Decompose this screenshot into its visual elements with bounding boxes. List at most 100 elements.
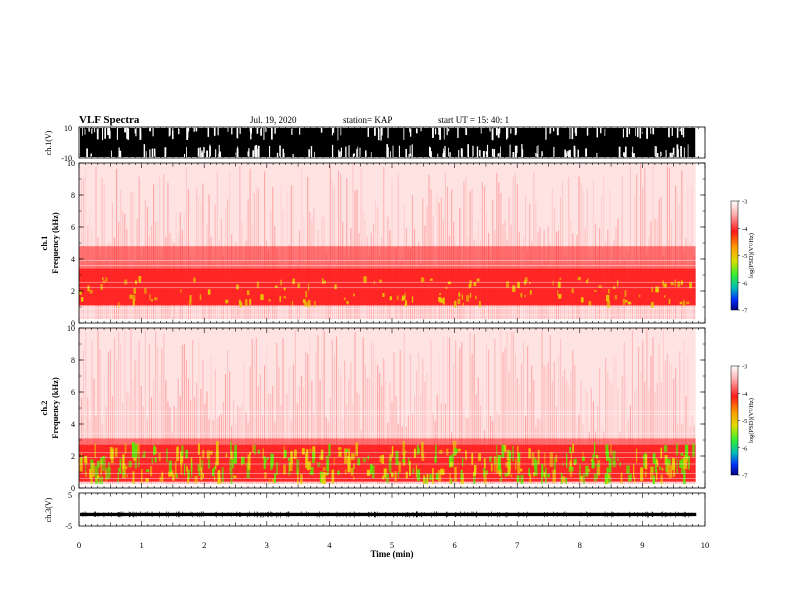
spec-hotspot <box>544 452 546 467</box>
ch1-waveform-gap <box>331 144 334 157</box>
spec-hotspot <box>85 458 88 465</box>
spec-streak <box>453 363 455 488</box>
spec-hotspot <box>185 449 188 459</box>
spec-streak <box>294 330 296 488</box>
spec-streak <box>424 381 426 488</box>
ch1-waveform-gap <box>408 153 410 157</box>
spec-streak <box>381 385 383 488</box>
spec-hotspot <box>389 459 392 473</box>
spec-hotspot <box>439 449 443 454</box>
spec-streak <box>559 338 562 488</box>
ch1-waveform-gap <box>151 148 154 157</box>
spec-streak <box>666 353 668 488</box>
ch1-waveform-gap <box>448 128 450 132</box>
spec-hotspot <box>552 280 554 286</box>
spec-hotspot <box>233 475 237 479</box>
spec-hotspot <box>297 283 301 288</box>
spec-ytick-label: 0 <box>71 319 75 328</box>
spec-hotspot <box>579 464 581 481</box>
ch1-waveform-gap <box>206 150 209 157</box>
spec-hotspot <box>352 467 355 474</box>
spec-hotspot <box>296 459 300 475</box>
spec-hotspot <box>441 469 445 475</box>
spec-hotspot <box>408 457 410 465</box>
ch1-waveform-gap <box>90 153 92 157</box>
spec-streak <box>344 360 346 488</box>
ch1-waveform-gap <box>512 152 515 157</box>
ch1-waveform-gap <box>665 150 667 157</box>
spec-streak <box>317 335 319 488</box>
spec-hotspot <box>450 478 453 484</box>
ch1-spectrogram-panel: 0 2 4 6 8 10 ch.1 Frequency (kHz) -3 -4 -5 -6 -7 l… <box>39 159 755 328</box>
spec-hotspot <box>221 467 224 483</box>
spec-streak <box>469 332 471 488</box>
spec-ytick-label: 0 <box>71 484 75 493</box>
spec-hotspot <box>385 473 390 483</box>
spec-hotspot <box>305 453 308 469</box>
ch1-waveform-gap <box>169 128 171 136</box>
spec-streak <box>319 379 321 488</box>
spec-hotspot <box>154 447 157 454</box>
spec-hotspot <box>515 458 517 470</box>
ch1-waveform-gap <box>257 128 259 134</box>
ch1-waveform-gap <box>219 151 221 157</box>
ch1-waveform-gap <box>626 128 629 138</box>
spec-hotspot <box>683 455 687 470</box>
colorbar-scale <box>730 200 739 311</box>
spec-streak <box>148 344 151 488</box>
ch3-ylabel: ch.3(V) <box>44 497 53 522</box>
time-axis: 0 1 2 3 4 5 6 7 8 9 10 <box>77 540 709 550</box>
spec-hotspot <box>283 287 286 291</box>
ch1-waveform-gap <box>660 151 662 157</box>
ch1-waveform-gap <box>320 128 323 133</box>
spec-streak <box>272 385 274 488</box>
spec-hotspot <box>624 300 628 303</box>
spec-streak <box>668 361 671 488</box>
spec-hotspot <box>249 298 252 306</box>
spec-hotspot <box>200 467 203 481</box>
spec-hotspot <box>199 294 202 301</box>
spec-hotspot <box>489 456 492 463</box>
spec-streak <box>644 168 646 323</box>
spec-streak <box>253 342 255 488</box>
ch1-waveform-gap <box>671 152 673 157</box>
ch1-waveform-gap <box>472 145 474 157</box>
spec-low-gap <box>79 319 696 323</box>
ch1-waveform-gap <box>252 150 255 157</box>
ch1-waveform-gap <box>672 147 675 157</box>
ch1-waveform-gap <box>409 145 411 157</box>
ch1-waveform-gap <box>574 128 576 133</box>
ch1-waveform-gap <box>365 153 367 157</box>
spec-hotspot <box>143 450 146 458</box>
spec-hotspot <box>94 465 97 477</box>
spec-hotspot <box>225 453 228 458</box>
spec-streak <box>636 388 638 488</box>
spec-hotspot <box>409 461 411 476</box>
spec-hotspot <box>430 278 433 281</box>
ch1-waveform-gap <box>236 148 238 157</box>
spec-hotspot <box>132 299 135 306</box>
spec-hotspot <box>304 302 308 307</box>
spec-hotspot <box>193 277 196 283</box>
spec-hotspot <box>402 452 406 466</box>
ch1-waveform-gap <box>409 128 412 137</box>
ch1-waveform-gap <box>409 153 412 157</box>
spec-hotspot <box>592 453 595 466</box>
spec-hotspot <box>307 300 311 307</box>
ch1-waveform-gap <box>434 128 437 135</box>
spec-streak <box>652 163 654 323</box>
spec-streak <box>183 343 185 488</box>
spec-streak <box>124 329 126 488</box>
spec-hotspot <box>457 298 461 305</box>
spec-hotspot <box>435 472 439 480</box>
spec-hotspot <box>154 457 157 463</box>
spec-streak <box>140 385 142 488</box>
spec-hotspot <box>202 472 204 478</box>
spec-streak <box>113 337 116 488</box>
spec-ytick-label: 2 <box>71 287 75 296</box>
spec-streak <box>613 354 615 488</box>
spec-hotspot <box>476 278 480 282</box>
ch1-waveform-gap <box>178 128 180 135</box>
spec-hotspot <box>451 453 455 467</box>
ch1-waveform-gap <box>352 153 355 157</box>
